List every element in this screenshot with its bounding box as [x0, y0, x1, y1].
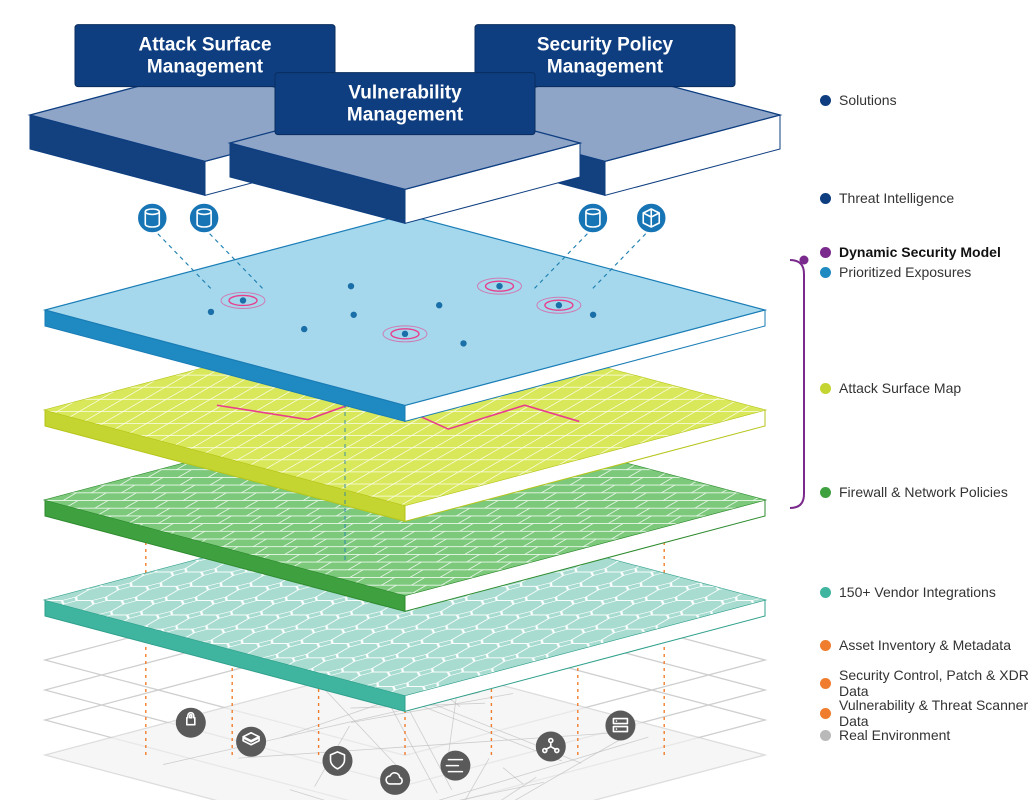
database-icon	[189, 203, 219, 233]
legend-firewall: Firewall & Network Policies	[820, 484, 1008, 500]
solution-title: Management	[347, 105, 464, 126]
solution-vulnerability: VulnerabilityManagement	[230, 73, 580, 224]
legend-label: Asset Inventory & Metadata	[839, 637, 1011, 653]
legend-label: 150+ Vendor Integrations	[839, 584, 996, 600]
legend-solutions: Solutions	[820, 92, 897, 108]
lock-icon	[176, 708, 206, 738]
legend-vulnerability-threat-scanner-data: Vulnerability & Threat Scanner Data	[820, 697, 1034, 729]
legend-security-control-patch-xdr-data: Security Control, Patch & XDR Data	[820, 667, 1034, 699]
legend-attack_map: Attack Surface Map	[820, 380, 961, 396]
network-icon	[536, 732, 566, 762]
database-icon	[578, 203, 608, 233]
cube-icon	[636, 203, 666, 233]
legend-label: Dynamic Security Model	[839, 244, 1001, 260]
server-icon	[605, 711, 635, 741]
cloud-icon	[380, 765, 410, 795]
legend-real-environment: Real Environment	[820, 727, 950, 743]
sliders-icon	[440, 751, 470, 781]
legend-label: Solutions	[839, 92, 897, 108]
legend-dot	[820, 95, 831, 106]
legend-label: Real Environment	[839, 727, 950, 743]
database-icon	[137, 203, 167, 233]
legend-dot	[820, 383, 831, 394]
legend-label: Vulnerability & Threat Scanner Data	[839, 697, 1034, 729]
legend-dsm: Dynamic Security Model	[820, 244, 1001, 260]
legend-threat-intel: Threat Intelligence	[820, 190, 954, 206]
dsm-bracket	[790, 260, 804, 508]
legend-label: Attack Surface Map	[839, 380, 961, 396]
layers-icon	[236, 727, 266, 757]
solution-title: Vulnerability	[348, 83, 462, 104]
legend-dot	[820, 730, 831, 741]
legend-vendor: 150+ Vendor Integrations	[820, 584, 996, 600]
legend-exposures: Prioritized Exposures	[820, 264, 971, 280]
solution-title: Security Policy	[537, 35, 674, 56]
legend-dot	[820, 640, 831, 651]
legend-dot	[820, 267, 831, 278]
legend-label: Prioritized Exposures	[839, 264, 971, 280]
legend-label: Firewall & Network Policies	[839, 484, 1008, 500]
solution-title: Attack Surface	[138, 35, 271, 56]
legend-dot	[820, 678, 831, 689]
legend-dot	[820, 193, 831, 204]
legend-dot	[820, 587, 831, 598]
legend-dot	[820, 247, 831, 258]
solution-title: Management	[547, 57, 664, 78]
diagram-stage: Attack SurfaceManagementSecurity PolicyM…	[0, 0, 1034, 800]
legend-asset-inventory-metadata: Asset Inventory & Metadata	[820, 637, 1011, 653]
solution-title: Management	[147, 57, 264, 78]
shield-icon	[323, 746, 353, 776]
legend-dot	[820, 487, 831, 498]
legend-label: Security Control, Patch & XDR Data	[839, 667, 1034, 699]
legend-label: Threat Intelligence	[839, 190, 954, 206]
legend-dot	[820, 708, 831, 719]
